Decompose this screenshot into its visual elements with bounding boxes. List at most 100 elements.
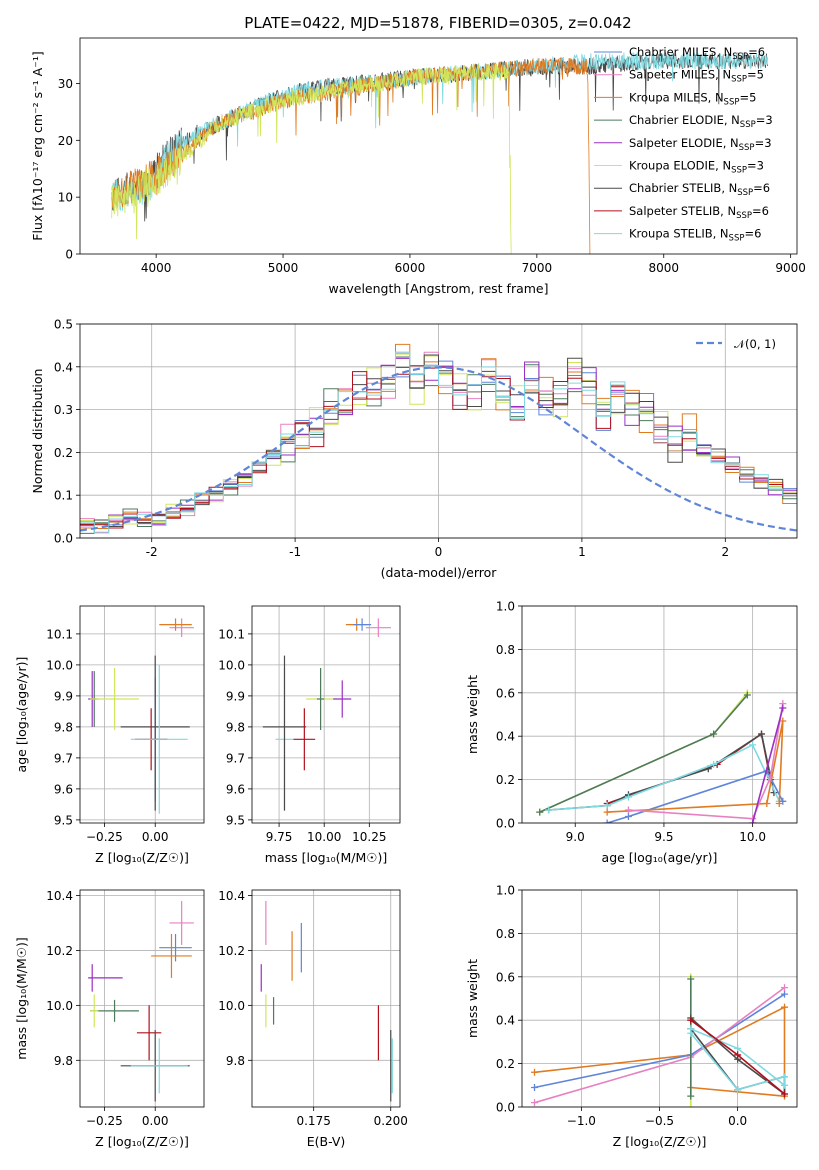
weight-line (690, 1028, 786, 1091)
mass_vs_ebv-ytick-label: 10.2 (218, 944, 245, 958)
age_vs_mass-xlabel: mass [log₁₀(M/M☉)] (265, 850, 387, 865)
mass_vs_Z-ylabel: mass [log₁₀(M/M☉)] (14, 937, 29, 1059)
mass_vs_Z-ytick-label: 10.0 (46, 999, 73, 1013)
residuals-ytick-label: 0.3 (54, 403, 73, 417)
mass_vs_ebv-axes: 0.175 0.200 9.8 10.0 10.2 10.4 E(B-V) (218, 889, 408, 1149)
spectrum-xtick-label: 7000 (522, 261, 553, 275)
weight-marker (687, 975, 695, 983)
spectrum-legend: Chabrier MILES, NSSP=6 Salpeter MILES, NS… (594, 45, 773, 244)
age_vs_mass-ytick-label: 9.9 (226, 689, 245, 703)
spectrum-lines (111, 51, 768, 254)
weight_vs_age-ylabel: mass weight (465, 675, 480, 754)
weight-line (548, 732, 775, 811)
weight-marker (624, 793, 632, 801)
weight-marker (536, 808, 544, 816)
mass_vs_ebv-ytick-label: 10.0 (218, 999, 245, 1013)
weight-line (751, 707, 784, 823)
weight-marker (749, 819, 757, 823)
weight-marker (687, 1016, 695, 1024)
spectrum-series-line (111, 57, 591, 254)
weight_vs_Z-lines (531, 973, 788, 1107)
weight_vs_age-ytick-label: 0.4 (496, 730, 515, 744)
mass_vs_ebv-ytick-label: 10.4 (218, 889, 245, 903)
weight_vs_age-xtick-label: 9.0 (566, 830, 585, 844)
residuals-xtick-label: 1 (578, 545, 586, 559)
mass_vs_Z-ytick-label: 10.4 (46, 889, 73, 903)
age_vs_mass-points (262, 618, 391, 811)
weight-marker (781, 1073, 788, 1081)
spectrum-xtick-label: 5000 (268, 261, 299, 275)
legend-label: Salpeter ELODIE, NSSP=3 (629, 136, 772, 153)
spectrum-ylabel: Flux [fλ10⁻¹⁷ erg cm⁻² s⁻¹ A⁻¹] (30, 51, 45, 240)
weight-line (548, 743, 781, 811)
age_vs_Z-ytick-label: 9.9 (54, 689, 73, 703)
mass_vs_Z-points (88, 900, 194, 1102)
age_vs_Z-ytick-label: 9.8 (54, 720, 73, 734)
weight_vs_Z-xtick-label: −1.0 (567, 1114, 596, 1128)
weight-marker (734, 1051, 742, 1059)
age_vs_mass-ytick-label: 10.1 (218, 627, 245, 641)
residuals-xlabel: (data-model)/error (381, 565, 498, 580)
mass_vs_Z-ytick-label: 10.2 (46, 944, 73, 958)
weight_vs_Z-ytick-label: 1.0 (496, 884, 515, 898)
age_vs_Z-ytick-label: 9.5 (54, 813, 73, 827)
weight-marker (624, 806, 632, 814)
weight-marker (779, 704, 787, 712)
age_vs_mass-ytick-label: 9.8 (226, 720, 245, 734)
weight_vs_Z-xtick-label: 0.0 (728, 1114, 747, 1128)
weight-line (607, 720, 784, 813)
weight-marker (781, 1081, 788, 1089)
spectrum-frame (79, 37, 798, 255)
residuals-ytick-label: 0.0 (54, 532, 73, 546)
mass_vs_ebv-xtick-label: 0.175 (296, 1114, 330, 1128)
residual-histogram (80, 351, 797, 534)
spectrum-axes: 4000 5000 6000 7000 8000 9000 0 10 20 30 wavelengt… (30, 51, 806, 296)
weight_vs_Z-ytick-label: 0.8 (496, 927, 515, 941)
age_vs_mass-ytick-label: 10.0 (218, 658, 245, 672)
mass_vs_Z-ytick-label: 9.8 (54, 1054, 73, 1068)
weight_vs_age-ytick-label: 1.0 (496, 600, 515, 614)
mass_vs_Z-xlabel: Z [log₁₀(Z/Z☉)] (95, 1134, 189, 1149)
age_vs_Z-xtick-label: 0.00 (142, 830, 169, 844)
legend-label: Kroupa MILES, NSSP=5 (629, 90, 756, 107)
age_vs_Z-ytick-label: 10.1 (46, 627, 73, 641)
weight_vs_Z-frame (521, 889, 798, 1108)
age_vs_mass-frame (251, 605, 401, 824)
age_vs_mass-xtick-label: 10.00 (307, 830, 341, 844)
age_vs_Z-xlabel: Z [log₁₀(Z/Z☉)] (95, 850, 189, 865)
weight-marker (766, 773, 774, 781)
mass_vs_Z-frame (79, 889, 205, 1108)
residuals-histograms (80, 343, 797, 534)
spectrum-series-line (111, 62, 512, 254)
age_vs_Z-frame (79, 605, 205, 824)
weight-line (606, 769, 784, 823)
weight-marker (734, 1086, 742, 1094)
mass_vs_ebv-frame (251, 889, 401, 1108)
residual-histogram (80, 353, 797, 525)
weight-marker (531, 1083, 538, 1091)
weight-marker (687, 1103, 695, 1107)
weight-marker (775, 799, 783, 807)
age_vs_mass-ytick-label: 9.6 (226, 782, 245, 796)
weight-marker (781, 1090, 788, 1098)
weight_vs_Z-ytick-label: 0.0 (496, 1101, 515, 1115)
weight-marker (781, 990, 788, 998)
age_vs_Z-axes: −0.25 0.00 9.5 9.6 9.7 9.8 9.9 10.0 10.1 Z [log₁₀… (14, 606, 204, 865)
weight_vs_age-xtick-label: 10.0 (739, 830, 766, 844)
weight_vs_age-xtick-label: 9.5 (654, 830, 673, 844)
weight_vs_age-lines (536, 689, 787, 823)
residuals-xtick-label: 0 (435, 545, 443, 559)
weight-marker (603, 802, 611, 810)
legend-label: Kroupa STELIB, NSSP=6 (629, 227, 761, 244)
residuals-xtick-label: -2 (146, 545, 158, 559)
weight-marker (749, 741, 757, 749)
residuals-xtick-label: -1 (289, 545, 301, 559)
weight_vs_Z-xtick-label: −0.5 (645, 1114, 674, 1128)
residuals-ytick-label: 0.4 (54, 360, 73, 374)
age_vs_mass-xtick-label: 10.25 (352, 830, 386, 844)
weight_vs_age-xlabel: age [log₁₀(age/yr)] (602, 850, 718, 865)
weight-marker (781, 984, 788, 992)
age_vs_Z-ylabel: age [log₁₀(age/yr)] (14, 657, 29, 773)
weight_vs_Z-ylabel: mass weight (465, 959, 480, 1038)
residual-histogram (80, 360, 797, 526)
